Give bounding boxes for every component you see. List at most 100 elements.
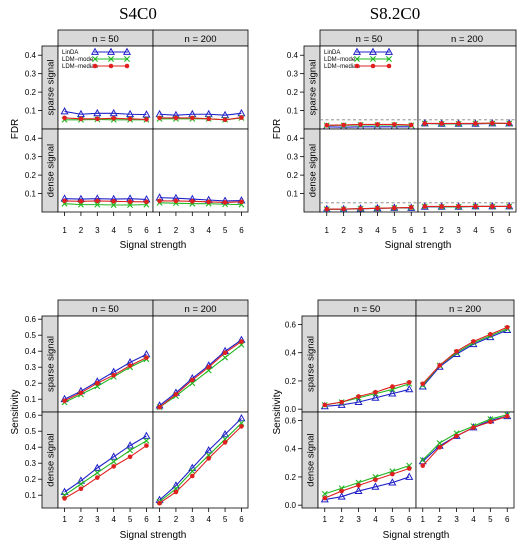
data-point-ldm-median xyxy=(420,381,426,387)
data-point-ldm-median xyxy=(111,199,116,204)
data-point-ldm-median xyxy=(490,204,495,209)
data-point-ldm-median xyxy=(78,486,84,492)
facet-panel xyxy=(415,315,515,413)
data-point-ldm-median xyxy=(456,204,461,209)
facet-panel xyxy=(152,45,249,130)
x-tick-label: 5 xyxy=(390,515,395,524)
data-point-ldm-median xyxy=(390,471,395,477)
x-tick-label: 4 xyxy=(206,226,211,235)
facet-panel xyxy=(57,315,154,413)
data-point-ldm-median xyxy=(239,424,244,429)
panel-frame xyxy=(417,128,517,213)
y-tick-label: 0.1 xyxy=(25,491,37,500)
x-tick-label: 1 xyxy=(325,226,330,235)
data-point-ldm-mode xyxy=(436,440,443,447)
legend-marker xyxy=(108,63,114,69)
x-tick-label: 4 xyxy=(111,515,116,524)
x-tick-label: 1 xyxy=(421,515,426,524)
x-tick-label: 5 xyxy=(488,515,493,524)
data-point-ldm-median xyxy=(341,122,346,128)
data-point-linda xyxy=(126,441,135,449)
legend-marker xyxy=(92,63,98,69)
data-point-ldm-median xyxy=(62,496,67,501)
legend-marker xyxy=(92,56,98,62)
x-tick-label: 2 xyxy=(341,226,346,235)
y-tick-label: 0.1 xyxy=(25,395,37,404)
panel-title-s4c0: S4C0 xyxy=(119,4,157,23)
y-tick-label: 0.3 xyxy=(25,153,37,162)
series-line-ldm-median xyxy=(64,357,147,402)
y-tick-label: 0.0 xyxy=(285,405,297,414)
legend-marker xyxy=(108,56,114,62)
data-point-ldm-median xyxy=(506,204,512,209)
facet-panel xyxy=(317,411,417,509)
y-tick-label: 0.1 xyxy=(287,107,299,116)
data-point-ldm-median xyxy=(239,115,244,120)
data-point-ldm-median xyxy=(437,363,442,368)
facet-row-label: dense signal xyxy=(46,144,57,197)
series-line-linda xyxy=(64,198,147,201)
chart-2: n = 50 n = 200 sparse signal dense signal 0.… xyxy=(272,29,517,251)
data-point-ldm-mode xyxy=(110,202,117,208)
y-tick-label: 0.5 xyxy=(25,331,37,340)
series-line-ldm-median xyxy=(64,200,147,203)
x-tick-label: 5 xyxy=(490,226,495,235)
data-point-ldm-median xyxy=(437,444,442,450)
data-point-ldm-median xyxy=(473,204,478,209)
data-point-ldm-median xyxy=(111,116,116,121)
data-point-ldm-median xyxy=(144,355,149,360)
data-point-linda xyxy=(93,463,102,471)
x-axis-title: Signal strength xyxy=(385,240,452,251)
y-tick-label: 0.1 xyxy=(25,107,37,116)
panel-frame xyxy=(319,128,419,213)
x-tick-label: 4 xyxy=(206,515,211,524)
y-tick-label: 0.4 xyxy=(25,134,37,143)
panel-frame xyxy=(317,315,417,413)
series-line-ldm-mode xyxy=(64,358,147,403)
legend-label: LDM−mode xyxy=(62,57,94,63)
data-point-ldm-median xyxy=(408,205,414,210)
y-axis-title: Sensitivity xyxy=(10,389,21,434)
y-tick-label: 0.3 xyxy=(25,363,37,372)
series-line-ldm-median xyxy=(422,326,508,385)
data-point-ldm-median xyxy=(144,199,149,205)
data-point-ldm-median xyxy=(324,206,330,212)
series-line-ldm-median xyxy=(324,467,410,499)
data-point-ldm-median xyxy=(420,463,426,468)
data-point-ldm-median xyxy=(324,123,330,128)
data-point-linda xyxy=(354,486,363,494)
panel-frame xyxy=(415,315,515,413)
facet-row-label: dense signal xyxy=(46,433,57,486)
series-line-ldm-median xyxy=(159,117,242,121)
data-point-ldm-median xyxy=(95,116,100,122)
legend-marker xyxy=(370,56,376,62)
chart-3: n = 50 n = 200 sparse signal dense signal 0.… xyxy=(10,299,249,541)
legend-marker xyxy=(352,47,362,55)
x-tick-label: 3 xyxy=(95,226,100,235)
data-point-linda xyxy=(354,397,363,406)
data-point-linda xyxy=(337,492,346,500)
facet-panel xyxy=(57,411,154,509)
data-point-ldm-median xyxy=(341,206,346,212)
data-point-ldm-median xyxy=(488,419,493,425)
panel-frame xyxy=(415,411,515,509)
facet-col-label: n = 200 xyxy=(185,304,217,315)
legend-marker xyxy=(122,47,132,55)
x-tick-label: 5 xyxy=(392,226,397,235)
data-point-ldm-median xyxy=(373,477,378,483)
data-point-ldm-median xyxy=(471,425,476,430)
data-point-ldm-median xyxy=(392,205,397,211)
y-tick-label: 0.5 xyxy=(25,427,37,436)
series-line-ldm-mode xyxy=(64,440,147,496)
y-tick-label: 0.4 xyxy=(285,445,297,454)
x-tick-label: 5 xyxy=(128,226,133,235)
panel-title-s82c0: S8.2C0 xyxy=(370,4,421,23)
data-point-linda xyxy=(405,384,414,393)
x-tick-label: 2 xyxy=(437,515,442,524)
y-tick-label: 0.4 xyxy=(287,134,299,143)
x-tick-label: 6 xyxy=(505,515,510,524)
facet-col-label: n = 200 xyxy=(451,34,483,45)
data-point-ldm-median xyxy=(375,206,380,211)
facet-panel xyxy=(152,411,249,509)
data-point-linda xyxy=(221,429,230,438)
